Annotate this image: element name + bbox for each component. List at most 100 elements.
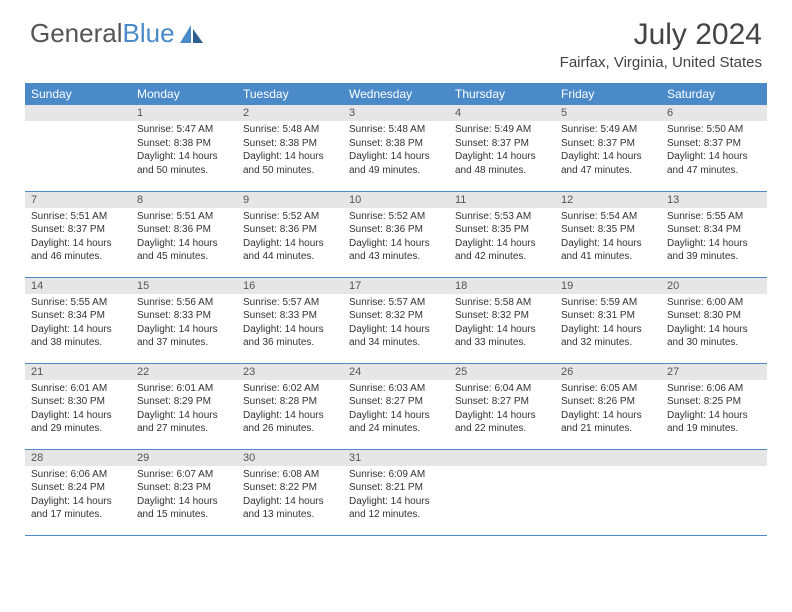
- sunrise-text: Sunrise: 6:07 AM: [137, 468, 231, 482]
- sunset-text: Sunset: 8:37 PM: [31, 223, 125, 237]
- sunrise-text: Sunrise: 6:01 AM: [137, 382, 231, 396]
- sunset-text: Sunset: 8:36 PM: [243, 223, 337, 237]
- calendar-cell: 5Sunrise: 5:49 AMSunset: 8:37 PMDaylight…: [555, 105, 661, 191]
- weekday-header: Friday: [555, 83, 661, 105]
- day-details: Sunrise: 5:58 AMSunset: 8:32 PMDaylight:…: [449, 294, 555, 354]
- sunrise-text: Sunrise: 6:06 AM: [667, 382, 761, 396]
- daylight-text: Daylight: 14 hours and 47 minutes.: [667, 150, 761, 177]
- calendar-cell: 13Sunrise: 5:55 AMSunset: 8:34 PMDayligh…: [661, 191, 767, 277]
- daylight-text: Daylight: 14 hours and 39 minutes.: [667, 237, 761, 264]
- sunset-text: Sunset: 8:22 PM: [243, 481, 337, 495]
- day-details: Sunrise: 5:47 AMSunset: 8:38 PMDaylight:…: [131, 121, 237, 181]
- sunset-text: Sunset: 8:34 PM: [667, 223, 761, 237]
- day-number: 13: [661, 192, 767, 208]
- calendar-cell: [555, 449, 661, 535]
- daylight-text: Daylight: 14 hours and 38 minutes.: [31, 323, 125, 350]
- day-details: Sunrise: 5:51 AMSunset: 8:37 PMDaylight:…: [25, 208, 131, 268]
- daylight-text: Daylight: 14 hours and 49 minutes.: [349, 150, 443, 177]
- sunset-text: Sunset: 8:24 PM: [31, 481, 125, 495]
- sunset-text: Sunset: 8:31 PM: [561, 309, 655, 323]
- logo-sail-icon: [179, 23, 205, 45]
- sunrise-text: Sunrise: 6:04 AM: [455, 382, 549, 396]
- day-details: Sunrise: 6:06 AMSunset: 8:24 PMDaylight:…: [25, 466, 131, 526]
- day-number: 25: [449, 364, 555, 380]
- calendar-cell: 7Sunrise: 5:51 AMSunset: 8:37 PMDaylight…: [25, 191, 131, 277]
- calendar-cell: 17Sunrise: 5:57 AMSunset: 8:32 PMDayligh…: [343, 277, 449, 363]
- calendar-cell: 24Sunrise: 6:03 AMSunset: 8:27 PMDayligh…: [343, 363, 449, 449]
- calendar-cell: [25, 105, 131, 191]
- day-details: Sunrise: 5:49 AMSunset: 8:37 PMDaylight:…: [449, 121, 555, 181]
- day-number: 2: [237, 105, 343, 121]
- sunrise-text: Sunrise: 6:06 AM: [31, 468, 125, 482]
- sunrise-text: Sunrise: 5:47 AM: [137, 123, 231, 137]
- day-number: 27: [661, 364, 767, 380]
- calendar-row: 28Sunrise: 6:06 AMSunset: 8:24 PMDayligh…: [25, 449, 767, 535]
- day-details: Sunrise: 6:02 AMSunset: 8:28 PMDaylight:…: [237, 380, 343, 440]
- sunset-text: Sunset: 8:29 PM: [137, 395, 231, 409]
- day-number: 15: [131, 278, 237, 294]
- sunrise-text: Sunrise: 5:51 AM: [137, 210, 231, 224]
- sunrise-text: Sunrise: 6:09 AM: [349, 468, 443, 482]
- calendar-cell: 19Sunrise: 5:59 AMSunset: 8:31 PMDayligh…: [555, 277, 661, 363]
- daylight-text: Daylight: 14 hours and 34 minutes.: [349, 323, 443, 350]
- day-number: 10: [343, 192, 449, 208]
- sunrise-text: Sunrise: 5:55 AM: [667, 210, 761, 224]
- sunset-text: Sunset: 8:37 PM: [667, 137, 761, 151]
- calendar-cell: 4Sunrise: 5:49 AMSunset: 8:37 PMDaylight…: [449, 105, 555, 191]
- calendar-cell: 20Sunrise: 6:00 AMSunset: 8:30 PMDayligh…: [661, 277, 767, 363]
- sunset-text: Sunset: 8:37 PM: [455, 137, 549, 151]
- calendar-cell: [661, 449, 767, 535]
- daylight-text: Daylight: 14 hours and 24 minutes.: [349, 409, 443, 436]
- day-details: Sunrise: 5:50 AMSunset: 8:37 PMDaylight:…: [661, 121, 767, 181]
- day-number: 6: [661, 105, 767, 121]
- calendar-cell: 9Sunrise: 5:52 AMSunset: 8:36 PMDaylight…: [237, 191, 343, 277]
- daylight-text: Daylight: 14 hours and 48 minutes.: [455, 150, 549, 177]
- weekday-header: Wednesday: [343, 83, 449, 105]
- daylight-text: Daylight: 14 hours and 45 minutes.: [137, 237, 231, 264]
- sunrise-text: Sunrise: 6:03 AM: [349, 382, 443, 396]
- day-details: Sunrise: 6:08 AMSunset: 8:22 PMDaylight:…: [237, 466, 343, 526]
- title-block: July 2024 Fairfax, Virginia, United Stat…: [560, 18, 762, 71]
- sunrise-text: Sunrise: 5:52 AM: [243, 210, 337, 224]
- day-number: 26: [555, 364, 661, 380]
- calendar-cell: 11Sunrise: 5:53 AMSunset: 8:35 PMDayligh…: [449, 191, 555, 277]
- calendar-cell: 26Sunrise: 6:05 AMSunset: 8:26 PMDayligh…: [555, 363, 661, 449]
- calendar-cell: 15Sunrise: 5:56 AMSunset: 8:33 PMDayligh…: [131, 277, 237, 363]
- sunrise-text: Sunrise: 6:00 AM: [667, 296, 761, 310]
- daylight-text: Daylight: 14 hours and 12 minutes.: [349, 495, 443, 522]
- daylight-text: Daylight: 14 hours and 43 minutes.: [349, 237, 443, 264]
- daylight-text: Daylight: 14 hours and 30 minutes.: [667, 323, 761, 350]
- calendar-cell: 10Sunrise: 5:52 AMSunset: 8:36 PMDayligh…: [343, 191, 449, 277]
- sunset-text: Sunset: 8:36 PM: [137, 223, 231, 237]
- daylight-text: Daylight: 14 hours and 42 minutes.: [455, 237, 549, 264]
- sunset-text: Sunset: 8:37 PM: [561, 137, 655, 151]
- daylight-text: Daylight: 14 hours and 15 minutes.: [137, 495, 231, 522]
- sunrise-text: Sunrise: 6:05 AM: [561, 382, 655, 396]
- day-details: Sunrise: 6:07 AMSunset: 8:23 PMDaylight:…: [131, 466, 237, 526]
- month-title: July 2024: [560, 18, 762, 52]
- sunrise-text: Sunrise: 5:57 AM: [349, 296, 443, 310]
- calendar-cell: 22Sunrise: 6:01 AMSunset: 8:29 PMDayligh…: [131, 363, 237, 449]
- day-details: Sunrise: 5:54 AMSunset: 8:35 PMDaylight:…: [555, 208, 661, 268]
- sunset-text: Sunset: 8:28 PM: [243, 395, 337, 409]
- location-text: Fairfax, Virginia, United States: [560, 54, 762, 71]
- daylight-text: Daylight: 14 hours and 19 minutes.: [667, 409, 761, 436]
- day-details: Sunrise: 5:51 AMSunset: 8:36 PMDaylight:…: [131, 208, 237, 268]
- day-number: [555, 450, 661, 466]
- weekday-header: Monday: [131, 83, 237, 105]
- calendar-cell: 25Sunrise: 6:04 AMSunset: 8:27 PMDayligh…: [449, 363, 555, 449]
- sunrise-text: Sunrise: 6:01 AM: [31, 382, 125, 396]
- sunset-text: Sunset: 8:25 PM: [667, 395, 761, 409]
- sunset-text: Sunset: 8:38 PM: [243, 137, 337, 151]
- sunset-text: Sunset: 8:21 PM: [349, 481, 443, 495]
- calendar-cell: [449, 449, 555, 535]
- day-details: Sunrise: 5:49 AMSunset: 8:37 PMDaylight:…: [555, 121, 661, 181]
- daylight-text: Daylight: 14 hours and 41 minutes.: [561, 237, 655, 264]
- calendar-cell: 16Sunrise: 5:57 AMSunset: 8:33 PMDayligh…: [237, 277, 343, 363]
- day-details: Sunrise: 5:55 AMSunset: 8:34 PMDaylight:…: [661, 208, 767, 268]
- sunrise-text: Sunrise: 5:55 AM: [31, 296, 125, 310]
- sunset-text: Sunset: 8:33 PM: [243, 309, 337, 323]
- calendar-cell: 29Sunrise: 6:07 AMSunset: 8:23 PMDayligh…: [131, 449, 237, 535]
- sunset-text: Sunset: 8:32 PM: [455, 309, 549, 323]
- sunset-text: Sunset: 8:38 PM: [349, 137, 443, 151]
